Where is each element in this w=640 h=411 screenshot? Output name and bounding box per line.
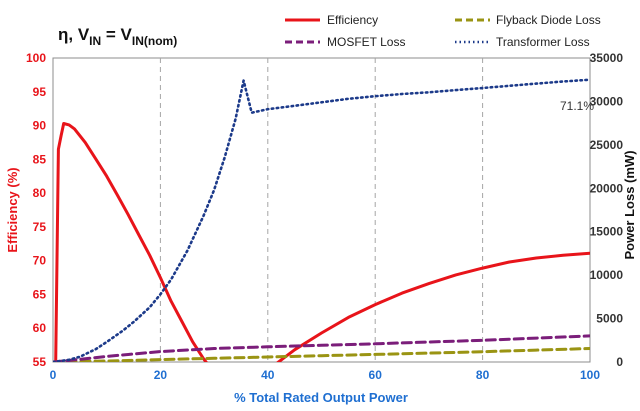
y-left-tick-95: 95 [33, 85, 47, 99]
y-right-tick-0: 0 [616, 355, 623, 369]
x-tick-20: 20 [154, 368, 168, 382]
legend-label-flyback-diode-loss: Flyback Diode Loss [496, 13, 601, 27]
y-right-tick-20000: 20000 [590, 181, 624, 195]
y-left-tick-90: 90 [33, 119, 47, 133]
y-right-tick-5000: 5000 [596, 312, 623, 326]
y-right-tick-30000: 30000 [590, 94, 624, 108]
y-left-tick-55: 55 [33, 355, 47, 369]
x-tick-80: 80 [476, 368, 490, 382]
series-line-transformer-loss [53, 78, 590, 362]
y-left-tick-60: 60 [33, 321, 47, 335]
y-right-tick-25000: 25000 [590, 138, 624, 152]
legend-label-mosfet-loss: MOSFET Loss [327, 35, 405, 49]
legend-label-efficiency: Efficiency [327, 13, 378, 27]
chart-title: η, VIN = VIN(nom) [58, 25, 177, 48]
legend: Efficiency Flyback Diode Loss MOSFET Los… [285, 13, 601, 49]
series-line-efficiency [54, 122, 590, 362]
x-tick-60: 60 [369, 368, 383, 382]
x-tick-0: 0 [50, 368, 57, 382]
series-layer [53, 78, 590, 362]
y-right-tick-35000: 35000 [590, 51, 624, 65]
y-left-tick-100: 100 [26, 51, 46, 65]
y-left-tick-70: 70 [33, 254, 47, 268]
y-right-tick-10000: 10000 [590, 268, 624, 282]
y-left-tick-75: 75 [33, 220, 47, 234]
annotation-final-efficiency: 71.1% [560, 99, 594, 113]
y-left-tick-85: 85 [33, 152, 47, 166]
x-tick-100: 100 [580, 368, 600, 382]
y-left-tick-80: 80 [33, 186, 47, 200]
series-line-mosfet-loss [53, 334, 590, 362]
x-tick-40: 40 [261, 368, 275, 382]
x-axis-title: % Total Rated Output Power [234, 390, 408, 405]
y-left-tick-65: 65 [33, 287, 47, 301]
y-axis-right-title: Power Loss (mW) [622, 150, 637, 259]
plot-area [52, 57, 591, 363]
legend-label-transformer-loss: Transformer Loss [496, 35, 590, 49]
right-axis-ticks: 0 5000 10000 15000 20000 25000 30000 35000 [590, 51, 624, 369]
left-axis-ticks: 55 60 65 70 75 80 85 90 95 100 [26, 51, 46, 369]
y-axis-left-title: Efficiency (%) [5, 167, 20, 252]
y-right-tick-15000: 15000 [590, 225, 624, 239]
series-line-flyback-diode-loss [53, 347, 590, 362]
bottom-axis-ticks: 0 20 40 60 80 100 [50, 368, 601, 382]
grid-lines [159, 58, 484, 362]
